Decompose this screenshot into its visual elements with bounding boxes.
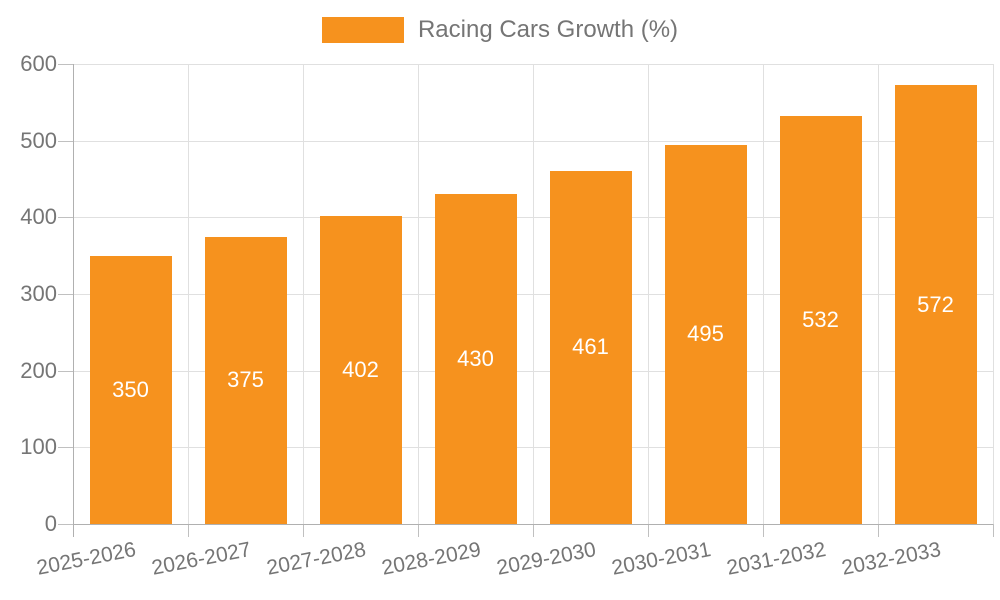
bar [89, 255, 172, 524]
x-tick [188, 524, 189, 537]
legend-swatch [321, 17, 404, 43]
x-tick [533, 524, 534, 537]
y-tick [58, 524, 73, 525]
x-tick-label: 2030-2031 [609, 538, 713, 580]
bar-value-label: 430 [457, 346, 494, 372]
y-tick [58, 217, 73, 219]
x-tick [763, 524, 764, 537]
x-tick [648, 524, 649, 537]
x-tick-label: 2029-2030 [494, 538, 598, 580]
bar-value-label: 572 [917, 291, 954, 317]
bar-value-label: 532 [802, 307, 839, 333]
x-tick [303, 524, 304, 537]
gridline-v [303, 64, 304, 524]
bar-value-label: 375 [227, 367, 264, 393]
y-tick-label: 500 [20, 127, 57, 153]
bar [779, 116, 862, 524]
x-tick [878, 524, 879, 537]
x-tick-label: 2026-2027 [149, 538, 253, 580]
y-tick [58, 447, 73, 449]
y-tick-label: 0 [44, 511, 57, 536]
gridline-v [533, 64, 534, 524]
bar [204, 236, 287, 524]
x-axis-line [73, 524, 993, 525]
legend-label: Racing Cars Growth (%) [417, 16, 679, 43]
bar [549, 170, 632, 524]
gridline-v [993, 64, 994, 524]
y-tick-label: 400 [20, 204, 57, 230]
y-tick-label: 100 [20, 434, 57, 460]
y-tick-label: 600 [20, 51, 57, 76]
bar-value-label: 495 [687, 321, 724, 347]
y-tick [58, 64, 73, 65]
gridline-v [648, 64, 649, 524]
bar [894, 85, 977, 524]
y-tick-label: 300 [20, 281, 57, 306]
bar [319, 215, 402, 524]
gridline-v [878, 64, 879, 524]
bar-value-label: 461 [572, 334, 609, 360]
y-tick [58, 140, 73, 142]
y-tick [58, 370, 73, 372]
gridline-v [763, 64, 764, 524]
x-tick [418, 524, 419, 537]
legend: Racing Cars Growth (%) [0, 16, 1000, 44]
x-tick-label: 2027-2028 [264, 538, 368, 580]
bar-value-label: 350 [112, 376, 149, 402]
x-tick-label: 2025-2026 [34, 538, 138, 580]
gridline-v [418, 64, 419, 524]
x-tick-label: 2031-2032 [724, 538, 828, 580]
bar-value-label: 402 [342, 356, 379, 382]
y-tick [58, 294, 73, 295]
y-axis-line [73, 64, 74, 537]
x-tick [993, 524, 994, 537]
gridline-v [188, 64, 189, 524]
x-tick-label: 2028-2029 [379, 538, 483, 580]
y-tick-label: 200 [20, 357, 57, 383]
bar [434, 194, 517, 524]
x-tick-label: 2032-2033 [839, 538, 943, 580]
bar [664, 144, 747, 524]
